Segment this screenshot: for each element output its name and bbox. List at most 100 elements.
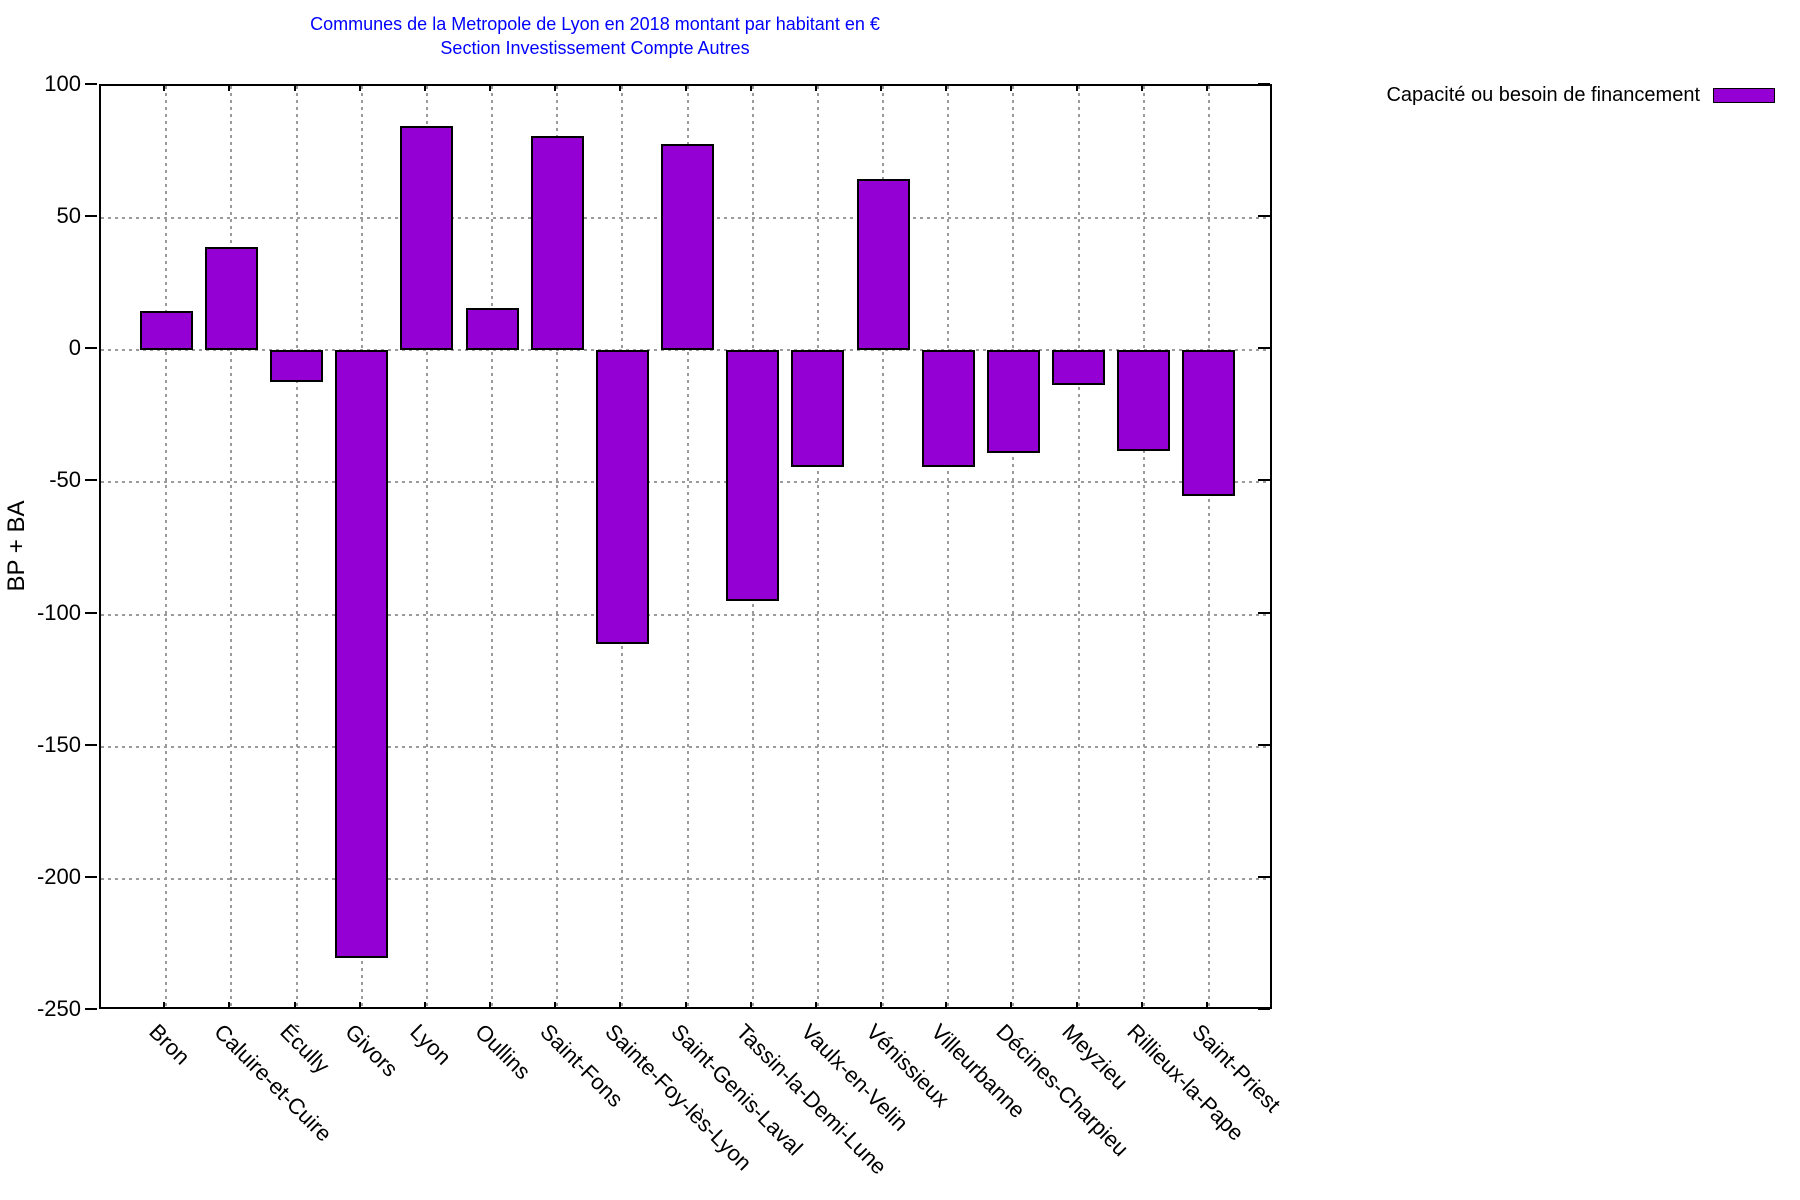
gridline-horizontal [101,745,1270,748]
y-tick-mark-right [1258,479,1270,482]
x-tick-mark-top [163,84,166,91]
bar [400,125,454,351]
x-tick-label: Givors [339,1019,403,1082]
gridline-vertical [1077,86,1080,1007]
x-tick-mark-bottom [1010,1002,1013,1009]
x-tick-label: Écully [274,1019,334,1079]
gridline-vertical [1207,86,1210,1007]
x-tick-mark-bottom [1205,1002,1208,1009]
bar [465,308,519,351]
x-tick-mark-bottom [554,1002,557,1009]
bar [530,136,584,351]
y-tick-label: -250 [36,996,81,1021]
x-tick-mark-top [945,84,948,91]
x-tick-mark-top [1075,84,1078,91]
gridline-horizontal [101,613,1270,616]
y-axis-label: BP + BA [3,500,30,592]
legend: Capacité ou besoin de financement [1386,82,1775,108]
bar [921,350,975,467]
y-tick-label: -50 [49,467,81,493]
x-tick-mark-bottom [684,1002,687,1009]
x-tick-label: Oullins [470,1019,536,1085]
gridline-vertical [1142,86,1145,1007]
x-tick-mark-bottom [945,1002,948,1009]
bar [986,350,1040,454]
bar [856,178,910,351]
y-tick-label: 50 [56,203,81,229]
x-tick-mark-top [358,84,361,91]
bar [1182,350,1236,496]
x-tick-mark-top [1205,84,1208,91]
y-tick-mark-right [1258,875,1270,878]
x-tick-mark-bottom [423,1002,426,1009]
gridline-horizontal [101,349,1270,352]
x-tick-mark-top [228,84,231,91]
bar [1052,350,1105,385]
chart-subtitle: Section Investissement Compte Autres [440,38,750,58]
gridline-vertical [295,86,298,1007]
x-tick-mark-top [1140,84,1143,91]
x-tick-label: Lyon [405,1019,456,1070]
x-tick-label: Rillieux-la-Pape [1121,1019,1249,1146]
gridline-horizontal [101,877,1270,880]
x-tick-mark-bottom [814,1002,817,1009]
gridline-vertical [491,86,493,1007]
y-tick-label: 100 [44,71,81,96]
y-tick-label: -150 [36,731,81,757]
x-tick-mark-bottom [228,1002,231,1009]
y-tick-mark-left [85,875,97,878]
bar [791,350,845,467]
gridline-vertical [230,86,233,1007]
x-tick-mark-top [880,84,882,91]
y-tick-label: -200 [36,863,81,889]
bar [270,350,323,382]
bar [335,350,389,959]
y-tick-mark-left [85,215,97,218]
bar [1117,350,1171,451]
x-tick-mark-bottom [749,1002,752,1009]
gridline-vertical [165,86,168,1007]
y-tick-mark-left [85,479,97,482]
x-tick-mark-top [423,84,426,91]
y-tick-label: -100 [36,599,81,625]
x-tick-mark-top [293,84,296,91]
plot-area [99,84,1272,1009]
x-tick-mark-bottom [489,1002,491,1009]
y-tick-mark-right [1258,743,1270,746]
bar [204,247,258,351]
y-tick-mark-left [85,1008,97,1010]
y-tick-mark-left [85,83,97,85]
bar [595,350,649,644]
bar [661,144,714,351]
y-tick-mark-right [1258,347,1270,350]
y-tick-mark-left [85,347,97,350]
x-tick-mark-bottom [1140,1002,1143,1009]
bar [139,310,193,351]
gridline-vertical [556,86,559,1007]
legend-color-swatch [1713,87,1775,103]
legend-label: Capacité ou besoin de financement [1386,83,1700,106]
gridline-vertical [686,86,689,1007]
chart-title-block: Communes de la Metropole de Lyon en 2018… [0,12,1190,60]
x-tick-mark-top [684,84,687,91]
x-tick-mark-bottom [619,1002,622,1009]
x-tick-label: Bron [144,1019,196,1070]
x-tick-mark-top [554,84,557,91]
x-tick-mark-bottom [880,1002,882,1009]
x-tick-mark-bottom [293,1002,296,1009]
x-tick-mark-top [749,84,752,91]
x-tick-mark-bottom [1075,1002,1078,1009]
x-tick-label: Caluire-et-Cuire [209,1019,338,1147]
y-tick-mark-left [85,611,97,614]
x-tick-mark-top [489,84,491,91]
x-tick-mark-top [1010,84,1013,91]
gridline-vertical [947,86,950,1007]
gridline-vertical [816,86,819,1007]
y-tick-mark-left [85,743,97,746]
gridline-vertical [1012,86,1015,1007]
y-tick-label: 0 [68,335,81,361]
y-tick-mark-right [1258,611,1270,614]
gridline-vertical [882,86,884,1007]
gridline-horizontal [101,481,1270,484]
y-tick-mark-right [1258,83,1270,85]
